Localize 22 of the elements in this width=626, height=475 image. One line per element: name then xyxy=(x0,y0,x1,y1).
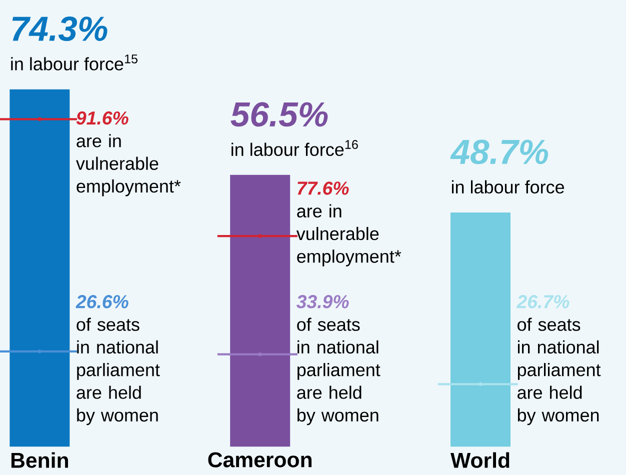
data-label: 56.5% xyxy=(230,102,328,127)
annotation: 33.9% xyxy=(296,295,349,308)
annotation: are in vulnerable employment* xyxy=(76,134,181,196)
x-tick-label: Cameroon xyxy=(208,452,312,468)
annotation: in labour force$^{15}$ xyxy=(11,54,138,70)
point xyxy=(38,117,42,122)
annotation: 91.6% xyxy=(76,111,128,125)
annotation: are in vulnerable employment* xyxy=(296,204,402,266)
x-tick-label: Benin xyxy=(11,452,68,468)
annotation: of seats in national parliament are held by women xyxy=(518,318,601,426)
data-label: 74.3% xyxy=(12,16,108,42)
annotation: of seats in national parliament are held by women xyxy=(76,318,160,426)
data-label: 48.7% xyxy=(450,140,548,164)
annotation: 77.6% xyxy=(298,182,349,195)
point xyxy=(258,234,262,238)
annotation: 26.6% xyxy=(76,295,128,308)
point xyxy=(38,350,42,354)
annotation: in labour force xyxy=(452,180,564,194)
x-tick-label: World xyxy=(450,452,510,468)
annotation: of seats in national parliament are held by women xyxy=(297,318,380,426)
annotation: in labour force$^{16}$ xyxy=(232,140,358,156)
annotation: 26.7% xyxy=(516,295,570,308)
